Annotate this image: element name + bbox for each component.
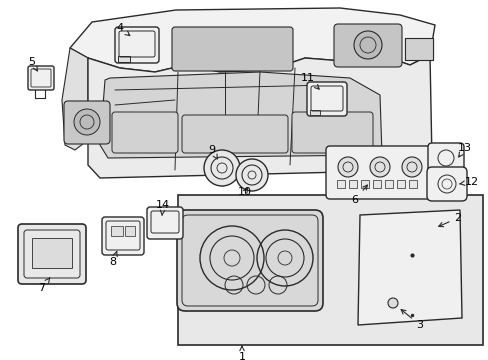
Bar [404,38,432,60]
Text: 14: 14 [156,200,170,216]
Text: 4: 4 [116,23,129,36]
Bar [178,195,482,345]
Circle shape [401,157,421,177]
Text: 3: 3 [400,310,423,330]
Bar [396,180,404,188]
FancyBboxPatch shape [426,167,466,201]
Bar [348,180,356,188]
Bar [372,180,380,188]
Polygon shape [100,72,381,158]
Bar [125,226,135,236]
Circle shape [203,150,240,186]
Text: 5: 5 [28,57,37,71]
Bar [309,110,319,115]
FancyBboxPatch shape [147,207,183,239]
Circle shape [236,159,267,191]
FancyBboxPatch shape [182,115,287,153]
FancyBboxPatch shape [291,112,372,153]
Text: 9: 9 [208,145,217,159]
Text: 2: 2 [438,213,461,227]
Text: 10: 10 [238,187,251,197]
Polygon shape [70,8,434,72]
Bar [336,180,345,188]
FancyBboxPatch shape [64,101,110,144]
FancyBboxPatch shape [112,112,178,153]
Bar [118,56,130,62]
Bar [384,180,392,188]
Text: 6: 6 [351,185,366,205]
Text: 12: 12 [458,177,478,187]
FancyBboxPatch shape [115,27,159,63]
Text: 13: 13 [457,143,471,157]
Bar [111,226,123,236]
Bar [408,180,416,188]
FancyBboxPatch shape [333,24,401,67]
Circle shape [337,157,357,177]
Text: 11: 11 [301,73,319,89]
FancyBboxPatch shape [18,224,86,284]
Text: 7: 7 [39,278,50,293]
Polygon shape [62,48,88,150]
Circle shape [74,109,100,135]
FancyBboxPatch shape [427,143,463,173]
FancyBboxPatch shape [177,210,323,311]
FancyBboxPatch shape [306,82,346,116]
Circle shape [369,157,389,177]
Bar [360,180,368,188]
Polygon shape [88,55,431,178]
Text: 8: 8 [109,251,117,267]
Circle shape [387,298,397,308]
Text: 1: 1 [238,346,245,360]
Bar [32,238,72,268]
Circle shape [353,31,381,59]
Polygon shape [357,210,461,325]
FancyBboxPatch shape [28,66,54,90]
FancyBboxPatch shape [102,217,143,255]
FancyBboxPatch shape [325,146,433,199]
FancyBboxPatch shape [172,27,292,71]
